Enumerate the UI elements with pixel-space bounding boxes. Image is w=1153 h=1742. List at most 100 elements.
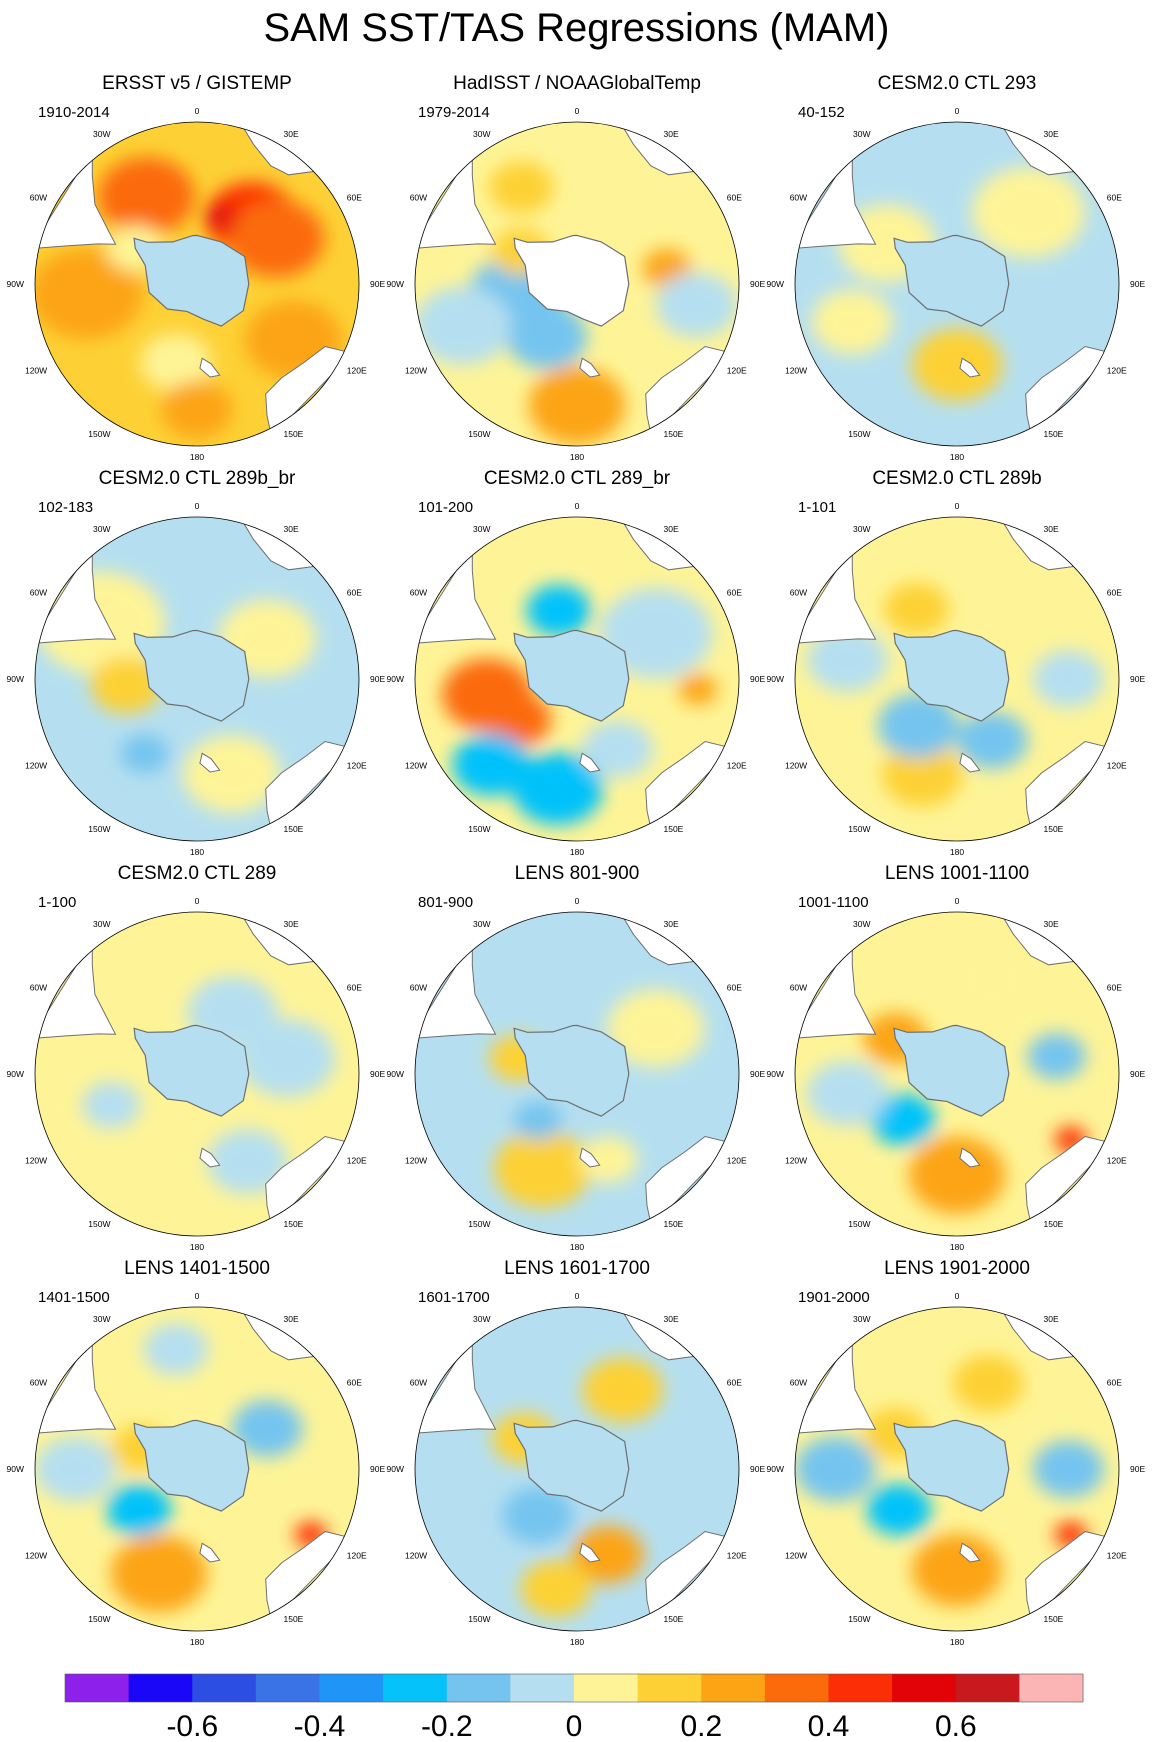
- lon-label: 90W: [387, 1069, 404, 1079]
- lon-label: 60E: [727, 1378, 742, 1388]
- panel-title: LENS 1401-1500: [124, 1258, 270, 1279]
- lon-label: 90W: [7, 279, 24, 289]
- anomaly-region: [452, 733, 530, 797]
- lon-label: 60E: [347, 983, 362, 993]
- lon-label: 90W: [767, 1464, 784, 1474]
- antarctica: [893, 629, 1010, 722]
- panel-title: LENS 1601-1700: [504, 1258, 650, 1279]
- lon-label: 180: [570, 1242, 584, 1252]
- polar-map: 0 30E 60E 90E 120E 150E 180 150W 120W 90W 60W 30W: [387, 106, 766, 462]
- colorbar-frame: [64, 1673, 1084, 1703]
- lon-label: 90E: [750, 674, 765, 684]
- lon-label: 30E: [1044, 129, 1059, 139]
- map-border: [414, 516, 740, 842]
- anomaly-region: [110, 1534, 208, 1613]
- lon-label: 120E: [347, 761, 367, 771]
- lon-label: 60W: [30, 588, 47, 598]
- anomaly-region: [486, 693, 552, 746]
- anomaly-region: [911, 1533, 1003, 1607]
- polar-map: 0 30E 60E 90E 120E 150E 180 150W 120W 90W 60W 30W: [767, 106, 1146, 462]
- anomaly-region: [656, 272, 738, 338]
- lon-label: 150E: [284, 824, 304, 834]
- panel-title: CESM2.0 CTL 289_br: [483, 468, 671, 489]
- lon-label: 150W: [468, 429, 490, 439]
- antarctica: [133, 234, 250, 327]
- lon-label: 150W: [468, 824, 490, 834]
- lon-label: 30E: [1044, 524, 1059, 534]
- panel-years: 1-101: [798, 499, 837, 516]
- antarctica: [133, 1419, 250, 1512]
- anomaly-region: [952, 1354, 1024, 1412]
- map-panel: 0 30E 60E 90E 120E 150E 180 150W 120W 90W 60W 30W CE…: [765, 70, 1149, 464]
- anomaly-region: [971, 167, 1086, 258]
- lon-label: 90E: [750, 279, 765, 289]
- anomaly-region: [205, 204, 238, 231]
- colorbar-tick-label: 0.4: [808, 1710, 850, 1742]
- lon-label: 180: [570, 1637, 584, 1647]
- map-border: [34, 516, 360, 842]
- anomaly-region: [183, 735, 281, 814]
- panel-title: LENS 1001-1100: [884, 863, 1030, 884]
- lon-label: 90W: [767, 1069, 784, 1079]
- polar-map: 0 30E 60E 90E 120E 150E 180 150W 120W 90W 60W 30W: [387, 896, 766, 1252]
- lon-label: 60E: [347, 193, 362, 203]
- panel-years: 1979-2014: [418, 104, 490, 121]
- map-panel: 0 30E 60E 90E 120E 150E 180 150W 120W 90W 60W 30W CE…: [5, 465, 389, 859]
- anomaly-region: [607, 989, 705, 1068]
- anomaly-region: [231, 1399, 303, 1458]
- lon-label: 0: [955, 106, 960, 116]
- lon-label: 180: [950, 452, 964, 462]
- lon-label: 120E: [727, 761, 747, 771]
- lon-label: 90E: [370, 279, 385, 289]
- anomaly-region: [227, 199, 325, 278]
- lon-label: 150E: [1044, 824, 1064, 834]
- antarctica: [513, 234, 630, 327]
- lon-label: 60W: [30, 1378, 47, 1388]
- colorbar-swatch: [701, 1674, 766, 1702]
- map-border: [34, 911, 360, 1237]
- lon-label: 30E: [664, 129, 679, 139]
- polar-map: 0 30E 60E 90E 120E 150E 180 150W 120W 90W 60W 30W: [767, 896, 1146, 1252]
- lon-label: 180: [190, 1637, 204, 1647]
- colorbar-swatch: [128, 1674, 193, 1702]
- colorbar-tick-label: 0: [566, 1710, 583, 1742]
- colorbar-swatch: [1019, 1674, 1084, 1702]
- colorbar-tick-label: 0.2: [680, 1710, 722, 1742]
- map-border: [414, 1306, 740, 1632]
- lon-label: 30W: [473, 919, 490, 929]
- colorbar-swatch: [383, 1674, 448, 1702]
- lon-label: 0: [195, 501, 200, 511]
- panel-title: HadISST / NOAAGlobalTemp: [453, 73, 701, 94]
- anomaly-region: [207, 1129, 289, 1195]
- chart-title: SAM SST/TAS Regressions (MAM): [263, 6, 890, 50]
- panel-years: 1-100: [38, 894, 77, 911]
- antarctica: [133, 1024, 250, 1117]
- lon-label: 150E: [664, 1219, 684, 1229]
- antarctica: [133, 629, 250, 722]
- lon-label: 150E: [284, 1614, 304, 1624]
- polar-map: 0 30E 60E 90E 120E 150E 180 150W 120W 90W 60W 30W: [7, 501, 386, 857]
- lon-label: 120W: [25, 1156, 47, 1166]
- colorbar-swatch: [510, 1674, 575, 1702]
- panel-years: 101-200: [418, 499, 474, 516]
- polar-map: 0 30E 60E 90E 120E 150E 180 150W 120W 90W 60W 30W: [7, 1291, 386, 1647]
- colorbar-swatch: [446, 1674, 511, 1702]
- map-border: [34, 1306, 360, 1632]
- polar-map: 0 30E 60E 90E 120E 150E 180 150W 120W 90W 60W 30W: [7, 106, 386, 462]
- anomaly-region: [678, 674, 718, 706]
- lon-label: 90E: [1130, 1069, 1145, 1079]
- lon-label: 60W: [410, 193, 427, 203]
- lon-label: 120E: [347, 1156, 367, 1166]
- lon-label: 0: [195, 896, 200, 906]
- anomaly-region: [1032, 650, 1105, 708]
- lon-label: 120E: [1107, 1156, 1127, 1166]
- lon-label: 90W: [7, 674, 24, 684]
- lon-label: 60W: [790, 983, 807, 993]
- anomaly-region: [866, 1483, 932, 1536]
- lon-label: 90W: [7, 1464, 24, 1474]
- lon-label: 60W: [410, 588, 427, 598]
- map-panel: 0 30E 60E 90E 120E 150E 180 150W 120W 90W 60W 30W LE…: [5, 1255, 389, 1649]
- lon-label: 120W: [405, 1156, 427, 1166]
- anomaly-region: [1032, 1440, 1105, 1498]
- lon-label: 150W: [468, 1219, 490, 1229]
